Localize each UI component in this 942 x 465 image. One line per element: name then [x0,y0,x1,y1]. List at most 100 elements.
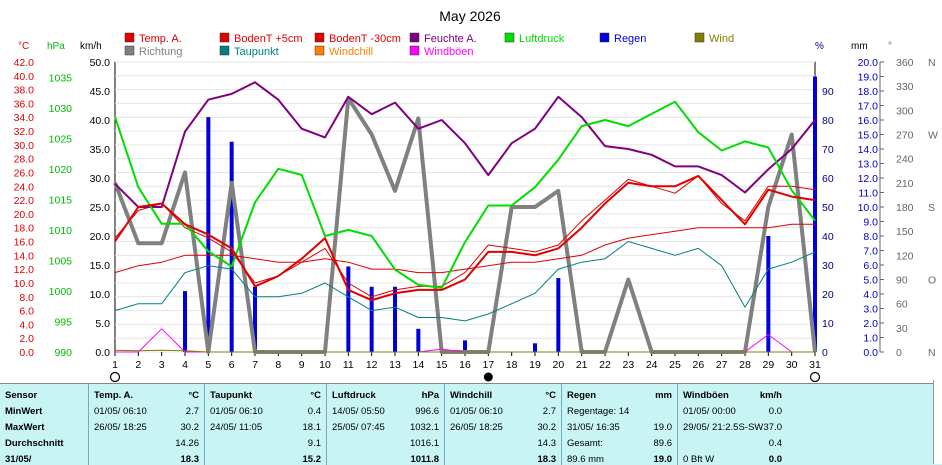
stats-label: 29/05/ 21:2.5S-SW [683,422,764,433]
statistics-table: Sensor MinWert MaxWert Durchschnitt 31/05/Te… [0,383,942,465]
rain-bar [556,278,561,352]
legend-label: Windchill [329,46,373,58]
stats-value: 19.0 [653,422,673,433]
temp-tick-label: 36.0 [14,98,35,110]
x-tick-label: 12 [366,359,378,371]
direction-tick-label: 330 [896,81,914,93]
stats-label: MinWert [5,406,43,417]
weather-chart: May 2026 Temp. A. BodenT +5cm BodenT -30cm… [14,8,938,383]
legend-label: Richtung [139,46,182,58]
series-line-feuchte-a- [114,81,816,208]
temp-tick-label: 20.0 [14,209,35,221]
stats-label: Regentage: 14 [567,406,630,417]
rain-tick-label: 13.0 [858,159,879,171]
compass-label: O [928,275,936,287]
rain-axis-unit: mm [851,41,868,52]
temp-tick-label: 2.0 [19,333,34,345]
stats-label: 26/05/ 18:25 [450,422,503,433]
compass-label: N [928,347,936,359]
legend-swatch [124,32,135,43]
stats-value: 1011.8 [410,454,439,465]
wind-tick-label: 50.0 [90,57,111,69]
pressure-tick-label: 1030 [49,103,73,115]
temp-tick-label: 14.0 [14,250,35,262]
humidity-axis-unit: % [815,41,824,52]
humidity-tick-label: 90 [822,86,834,98]
pressure-tick-label: 1015 [49,194,73,206]
stats-header: Temp. A. [94,390,134,401]
stats-label: Gesamt: [567,438,603,449]
humidity-tick-label: 20 [822,289,834,301]
direction-tick-label: 300 [896,105,914,117]
direction-tick-label: 270 [896,130,914,142]
rain-bar [813,76,817,352]
pressure-tick-label: 1000 [49,286,73,298]
stats-label: 24/05/ 11:05 [210,422,263,433]
stats-label: 01/05/ 06:10 [94,406,147,417]
temp-tick-label: 42.0 [14,57,35,69]
x-tick-label: 13 [389,359,401,371]
rain-tick-label: 10.0 [858,202,879,214]
legend-swatch [314,45,325,56]
chart-axes: 0.02.04.06.08.010.012.014.016.018.020.02… [14,41,938,371]
x-tick-label: 7 [252,359,258,371]
temp-tick-label: 32.0 [14,126,35,138]
stats-value: 14.26 [175,438,199,449]
legend-label: Taupunkt [234,46,279,58]
rain-tick-label: 16.0 [858,115,879,127]
rain-tick-label: 3.0 [863,304,878,316]
moon-first-quarter-icon [109,371,121,383]
direction-tick-label: 360 [896,57,914,69]
legend-label: Wind [709,33,734,45]
x-tick-label: 20 [552,359,564,371]
chart-grid [114,61,816,353]
stats-unit: °C [545,390,556,401]
stats-header: Regen [567,390,597,401]
pressure-tick-label: 990 [54,347,72,359]
x-tick-label: 19 [529,359,541,371]
stats-label: 31/05/ 16:35 [567,422,620,433]
wind-tick-label: 30.0 [90,173,111,185]
rain-tick-label: 5.0 [863,275,878,287]
rain-tick-label: 18.0 [858,86,879,98]
direction-tick-label: 30 [896,323,908,335]
x-tick-label: 2 [135,359,141,371]
temp-tick-label: 22.0 [14,195,35,207]
stats-value: 996.6 [415,406,439,417]
rain-bar [463,340,467,352]
moon-last-quarter-icon [809,371,821,383]
moon-phases [109,371,821,383]
legend-swatch [314,32,325,43]
x-tick-label: 24 [646,359,658,371]
legend-label: Luftdruck [519,33,565,45]
rain-bar [766,236,771,352]
direction-tick-label: 150 [896,226,914,238]
temp-tick-label: 38.0 [14,85,35,97]
stats-value: 89.6 [653,438,673,449]
wind-axis-unit: km/h [80,41,102,52]
stats-column: Temp. A. °C 01/05/ 06:10 2.7 26/05/ 18:25 30.… [88,384,205,465]
stats-value: 19.0 [653,454,673,465]
stats-label: MaxWert [5,422,45,433]
scrollbar[interactable] [933,380,942,464]
wind-tick-label: 45.0 [90,86,111,98]
legend-label: Regen [614,33,646,45]
stats-header: Sensor [5,390,38,401]
x-tick-label: 17 [482,359,494,371]
pressure-tick-label: 1020 [49,164,73,176]
stats-label: 14/05/ 05:50 [332,406,385,417]
rain-tick-label: 7.0 [863,246,878,258]
temp-tick-label: 24.0 [14,181,35,193]
compass-label: S [928,202,935,214]
stats-column: Luftdruck hPa 14/05/ 05:50 996.6 25/05/ 07:4… [326,384,445,465]
stats-value: 0.0 [768,406,782,417]
stats-column: Taupunkt °C 01/05/ 06:10 0.4 24/05/ 11:05 18.… [204,384,327,465]
stats-column: Regen mm Regentage: 14 31/05/ 16:35 19.0 Gesa… [561,384,678,465]
stats-unit: °C [188,390,199,401]
rain-bar [229,141,234,352]
rain-tick-label: 19.0 [858,72,879,84]
stats-value: 30.2 [180,422,200,433]
wind-tick-label: 40.0 [90,115,111,127]
x-tick-label: 5 [205,359,211,371]
stats-label: 01/05/ 06:10 [210,406,263,417]
